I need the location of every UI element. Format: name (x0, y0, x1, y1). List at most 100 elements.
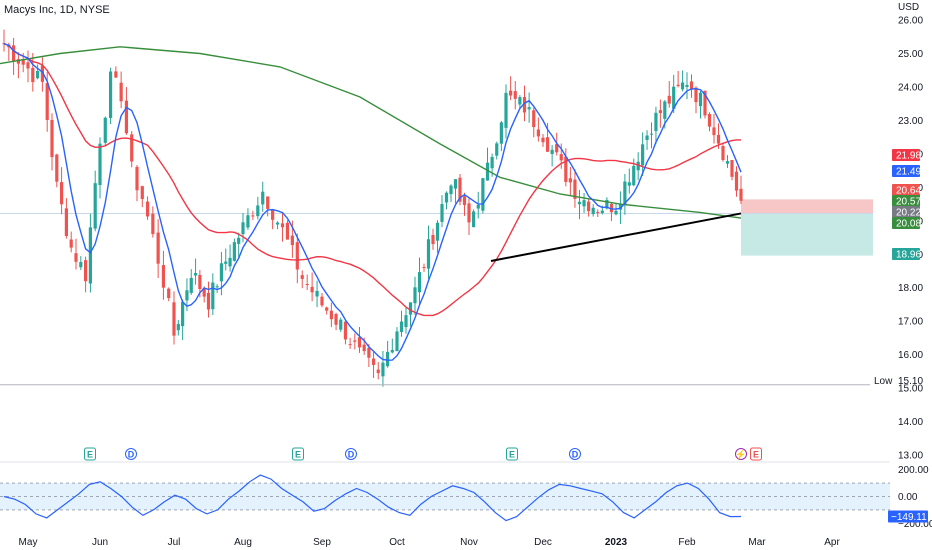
candle (587, 199, 591, 217)
candle (84, 256, 88, 293)
time-label: Oct (389, 537, 405, 548)
candle (499, 120, 503, 152)
ma-mid-line[interactable] (3, 43, 741, 317)
svg-text:20.64: 20.64 (896, 186, 921, 197)
candle (305, 274, 309, 291)
candle (591, 204, 595, 217)
dividend-event-icon[interactable]: D (125, 448, 137, 460)
candle (694, 86, 698, 114)
candle (632, 158, 636, 187)
price-axis[interactable]: 26.0025.0024.0023.0022.0021.0020.0019.00… (898, 16, 923, 462)
candle (16, 52, 20, 79)
candle (145, 196, 150, 220)
dividend-event-icon[interactable]: D (569, 448, 581, 460)
dividend-event-icon[interactable]: D (345, 448, 357, 460)
stop-loss-zone[interactable] (741, 199, 873, 214)
price-badge: 21.49 (892, 165, 921, 178)
earnings-event-icon[interactable]: E (84, 447, 96, 461)
candle (623, 173, 627, 215)
candle (124, 87, 129, 135)
candle (698, 90, 703, 119)
candle (707, 112, 712, 132)
candle (40, 57, 44, 92)
svg-text:⚡: ⚡ (735, 449, 746, 461)
candle (596, 209, 600, 217)
price-badge: 18.96 (892, 248, 921, 261)
candle (413, 276, 417, 315)
candle (449, 184, 453, 202)
candle (426, 225, 431, 280)
svg-text:E: E (87, 450, 93, 460)
candle (93, 170, 97, 232)
svg-text:20.22: 20.22 (896, 208, 921, 219)
time-label: Jun (92, 537, 108, 548)
cci-line[interactable] (3, 474, 742, 522)
time-axis[interactable]: May Jun Jul Aug Sep Oct Nov Dec 2023 Feb Mar Apr (19, 537, 841, 548)
candle (541, 133, 545, 147)
candle (215, 284, 219, 294)
svg-text:E: E (753, 450, 759, 460)
candle (172, 291, 176, 345)
candle (422, 263, 426, 272)
support-trendline[interactable] (490, 212, 742, 262)
candle (295, 233, 299, 284)
earnings-event-icon[interactable]: E (750, 447, 762, 461)
candle (658, 99, 662, 128)
candle (712, 113, 716, 144)
candle (300, 270, 304, 289)
earnings-event-icon[interactable]: E (506, 447, 518, 461)
candle (140, 185, 144, 208)
price-tick: 24.00 (898, 82, 923, 93)
price-tick: 17.00 (898, 317, 923, 328)
candle (582, 193, 586, 213)
candle (343, 319, 348, 345)
candle (228, 244, 232, 272)
price-tick: 26.00 (898, 16, 923, 27)
ma-slow-line[interactable] (0, 46, 742, 219)
candle (55, 153, 59, 188)
price-tick: 15.00 (898, 384, 923, 395)
candle (103, 116, 107, 146)
candle (285, 220, 290, 240)
candle (649, 122, 654, 149)
earnings-event-icon[interactable]: E (292, 447, 304, 461)
candle (246, 208, 250, 230)
split-event-icon[interactable]: ⚡ (735, 448, 747, 461)
candle (734, 166, 739, 197)
event-markers[interactable]: E D E D E D ⚡ E (84, 447, 762, 461)
candle (509, 76, 513, 101)
candle (680, 70, 685, 92)
cci-axis[interactable]: 200.00 0.00 −200.00−149.11 (888, 465, 932, 530)
candle (431, 228, 435, 250)
candle (395, 327, 399, 352)
candle (357, 327, 362, 353)
svg-text:18.96: 18.96 (896, 250, 921, 261)
candle (371, 351, 376, 378)
candle (645, 130, 649, 150)
currency-label: USD (898, 2, 919, 13)
candle (721, 144, 725, 162)
candlestick-series (2, 29, 743, 387)
candle (386, 340, 390, 368)
candle (261, 181, 265, 212)
candle (275, 221, 280, 230)
candle (79, 256, 83, 271)
price-badge: 20.22 (892, 206, 921, 219)
candle (181, 299, 185, 340)
time-label: Nov (460, 537, 478, 548)
svg-text:20.08: 20.08 (896, 219, 921, 230)
candle (689, 74, 694, 98)
candle (527, 92, 531, 123)
ema-fast-line[interactable] (3, 43, 742, 361)
candle (135, 165, 139, 202)
candle (476, 191, 480, 219)
candle (266, 196, 270, 217)
candle (325, 306, 329, 315)
candle (167, 287, 171, 302)
candle (26, 50, 30, 83)
candle (667, 81, 671, 108)
profit-target-zone[interactable] (741, 213, 873, 256)
price-tick: 25.00 (898, 49, 923, 60)
